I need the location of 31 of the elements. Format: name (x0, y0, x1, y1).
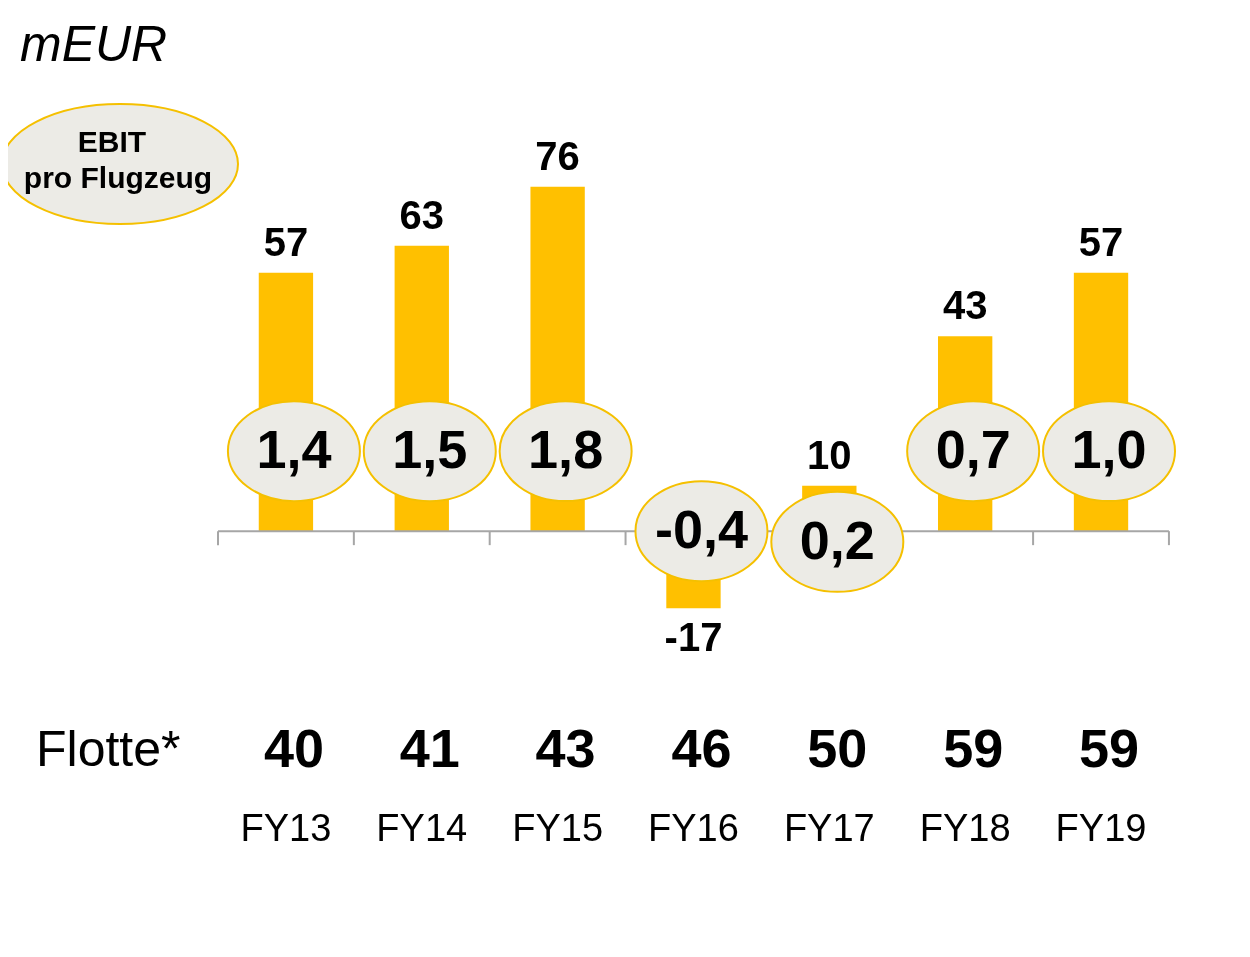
text: Flotte* (36, 721, 181, 778)
annotation: -0,4 (654, 499, 748, 560)
x-tick-label: FY18 (919, 806, 1011, 849)
data-label: 57 (1078, 219, 1124, 264)
text: 43 (535, 718, 596, 779)
annotation: 1,5 (392, 419, 468, 480)
annotation: 0,7 (935, 419, 1011, 480)
data-label: 63 (399, 192, 445, 237)
text: 59 (1078, 718, 1140, 779)
text: 40 (263, 718, 324, 779)
x-tick-label: FY15 (512, 806, 604, 849)
x-tick-label: FY13 (240, 806, 332, 849)
x-tick-label: FY17 (783, 806, 875, 849)
y-axis-title: mEUR (20, 15, 168, 72)
x-tick-label: FY19 (1055, 806, 1147, 849)
x-tick-label: FY16 (648, 806, 739, 849)
text: EBIT pro Flugzeug (23, 125, 213, 195)
annotation: 1,8 (528, 419, 604, 480)
x-tick-label: FY14 (376, 806, 468, 849)
data-label: -17 (664, 615, 723, 660)
annotation: 0,2 (799, 509, 875, 570)
text: 46 (671, 718, 732, 779)
text: 50 (807, 718, 868, 779)
data-label: 10 (807, 432, 852, 477)
data-label: 57 (263, 219, 309, 264)
annotation: 1,0 (1071, 419, 1147, 480)
data-label: 76 (535, 133, 580, 178)
text: 59 (943, 718, 1004, 779)
data-label: 43 (942, 283, 988, 328)
annotation: 1,4 (256, 419, 332, 480)
text: 41 (399, 718, 460, 779)
